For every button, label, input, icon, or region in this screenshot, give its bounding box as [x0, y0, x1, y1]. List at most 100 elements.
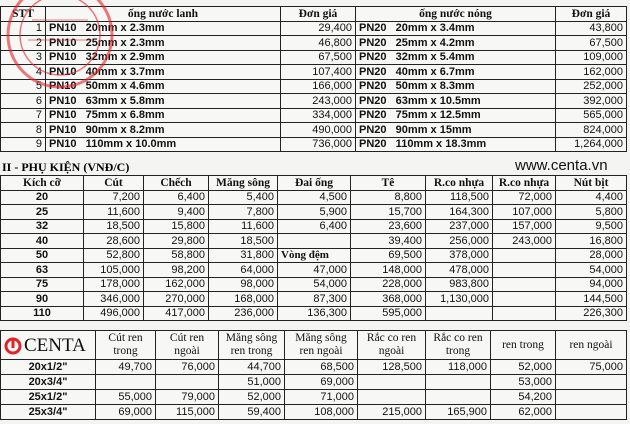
table-cell: Vòng đệm: [277, 247, 351, 263]
table-cell: [555, 374, 627, 390]
threaded-fittings-table: Cút ren trong Cút ren ngoài Măng sông ren …: [0, 330, 627, 420]
table-cell: PN20 75mm x 12.5mm: [355, 107, 556, 123]
column-header: R.co nhựa: [492, 175, 556, 191]
table-cell: PN10 20mm x 2.3mm: [45, 20, 281, 36]
table-cell: [357, 389, 426, 405]
table-cell: [425, 305, 493, 321]
table-cell: 243,000: [280, 93, 356, 109]
table-cell: 237,000: [425, 218, 493, 234]
table-cell: 98,200: [143, 262, 209, 278]
table-cell: 8: [0, 122, 46, 138]
table-cell: 496,000: [83, 305, 144, 321]
table-cell: 76,000: [155, 359, 219, 375]
table-cell: 64,000: [208, 262, 278, 278]
table-cell: PN10 50mm x 4.6mm: [45, 78, 281, 94]
table-row: 20 7,200 6,400 5,400 4,500 8,800 118,500 72,000…: [0, 189, 627, 205]
table-cell: 58,800: [143, 247, 209, 263]
table-cell: 47,000: [277, 262, 351, 278]
table-cell: 162,000: [143, 276, 209, 292]
table-cell: 87,300: [277, 291, 351, 307]
table-cell: 54,000: [277, 276, 351, 292]
table-row: 110 496,000 417,000 236,000 136,300 595,000 22…: [0, 305, 627, 321]
table-cell: 94,000: [555, 276, 627, 292]
column-header: Đơn giá: [555, 6, 627, 22]
column-header: Tê: [350, 175, 426, 191]
table-cell: 49,700: [95, 359, 156, 375]
table-cell: [277, 233, 351, 249]
table-cell: 243,000: [492, 233, 556, 249]
table-row: 2 PN10 25mm x 2.3mm 46,800 PN20 25mm x 4.2m…: [0, 35, 627, 51]
table-cell: 166,000: [280, 78, 356, 94]
column-header: Cút ren trong: [95, 330, 156, 360]
table-cell: 824,000: [555, 122, 627, 138]
table-cell: 417,000: [143, 305, 209, 321]
table-cell: 44,700: [218, 359, 285, 375]
table-cell: 32: [0, 218, 84, 234]
table-cell: [492, 305, 556, 321]
table-cell: 54,200: [490, 389, 556, 405]
table-row: 6 PN10 63mm x 5.8mm 243,000 PN20 63mm x 10.…: [0, 93, 627, 109]
table-cell: 144,500: [555, 291, 627, 307]
table-cell: 75,000: [555, 359, 627, 375]
column-header: Nút bịt: [555, 175, 627, 191]
table-cell: 5: [0, 78, 46, 94]
table-cell: 69,500: [350, 247, 426, 263]
table-cell: 63: [0, 262, 84, 278]
table-cell: [357, 374, 426, 390]
table-cell: [492, 262, 556, 278]
table-cell: 54,000: [555, 262, 627, 278]
table-cell: 4: [0, 64, 46, 80]
table-cell: 79,000: [155, 389, 219, 405]
table-cell: PN20 63mm x 10.5mm: [355, 93, 556, 109]
table-cell: 490,000: [280, 122, 356, 138]
table-cell: 29,800: [143, 233, 209, 249]
table-cell: 334,000: [280, 107, 356, 123]
table-cell: 368,000: [350, 291, 426, 307]
table-cell: 11,600: [208, 218, 278, 234]
table-cell: 128,500: [357, 359, 426, 375]
table-cell: 31,800: [208, 247, 278, 263]
table-cell: PN20 32mm x 5.4mm: [355, 49, 556, 65]
column-header: Măng sông: [208, 175, 278, 191]
table-cell: PN20 40mm x 6.7mm: [355, 64, 556, 80]
table-cell: [492, 247, 556, 263]
table-cell: [425, 389, 491, 405]
table-cell: 215,000: [357, 404, 426, 420]
table-cell: 7: [0, 107, 46, 123]
table-cell: 136,300: [277, 305, 351, 321]
table-cell: 252,000: [555, 78, 627, 94]
table-cell: PN10 25mm x 2.3mm: [45, 35, 281, 51]
table-row: 25x1/2" 55,000 79,000 52,000 71,000 54,200: [0, 389, 627, 405]
table-cell: 478,000: [425, 262, 493, 278]
column-header: Măng sông ren trong: [218, 330, 285, 360]
table-row: 50 52,800 58,800 31,800 Vòng đệm 69,500 378,00…: [0, 247, 627, 263]
table-cell: 178,000: [83, 276, 144, 292]
table-cell: 9: [0, 136, 46, 152]
table-cell: PN10 75mm x 6.8mm: [45, 107, 281, 123]
table-cell: 25: [0, 204, 84, 220]
table-cell: 6,400: [277, 218, 351, 234]
table-cell: PN10 63mm x 5.8mm: [45, 93, 281, 109]
table-cell: 228,000: [350, 276, 426, 292]
centa-logo: CENTA: [4, 335, 86, 357]
table-cell: 109,000: [555, 49, 627, 65]
table-row: 20x3/4" 51,000 69,000 53,000: [0, 374, 627, 390]
table-cell: 55,000: [95, 389, 156, 405]
table-cell: [95, 374, 156, 390]
table-cell: 11,600: [83, 204, 144, 220]
table-cell: 236,000: [208, 305, 278, 321]
table-cell: 18,500: [83, 218, 144, 234]
table-cell: [492, 291, 556, 307]
table-cell: 68,500: [284, 359, 358, 375]
table-cell: 378,000: [425, 247, 493, 263]
centa-logo-icon: [4, 337, 22, 355]
table-cell: 28,000: [555, 247, 627, 263]
table-cell: 69,000: [95, 404, 156, 420]
table-row: 40 28,600 29,800 18,500 39,400 256,000 243,000…: [0, 233, 627, 249]
table-cell: 52,800: [83, 247, 144, 263]
table-cell: 736,000: [280, 136, 356, 152]
table-cell: 270,000: [143, 291, 209, 307]
table-cell: 165,900: [425, 404, 491, 420]
table-cell: 7,800: [208, 204, 278, 220]
table-row: 32 18,500 15,800 11,600 6,400 23,600 237,000 15…: [0, 218, 627, 234]
